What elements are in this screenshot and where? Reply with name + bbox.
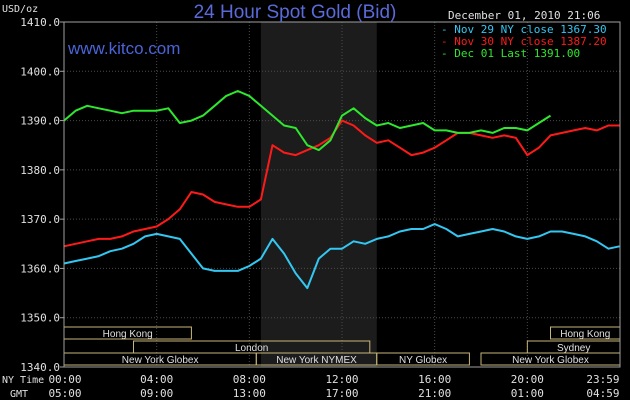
chart-title: 24 Hour Spot Gold (Bid): [194, 2, 397, 23]
session-label: NY Globex: [399, 355, 447, 366]
session-label: Hong Kong: [560, 329, 610, 340]
legend-entry: - Dec 01 Last 1391.00: [441, 47, 580, 60]
session-bar: [376, 352, 470, 366]
y-unit-label: USD/oz: [2, 4, 38, 15]
x-tick-label-gmt: 01:00: [511, 387, 544, 400]
x-tick-label-gmt: 17:00: [325, 387, 358, 400]
x-tick-label-ny: 16:00: [418, 373, 451, 386]
x-tick-label-gmt: 13:00: [233, 387, 266, 400]
y-tick-label: 1410.0: [20, 16, 60, 29]
x-axis-ny-time-label: NY Time: [2, 375, 44, 386]
x-tick-label-ny: 00:00: [48, 373, 81, 386]
session-label: New York Globex: [512, 355, 589, 366]
plot-frame: [63, 21, 621, 368]
kitco-watermark: www.kitco.com: [67, 39, 180, 58]
series-lines: [63, 90, 620, 290]
series-line: [63, 119, 620, 248]
x-tick-label-ny: 04:00: [140, 373, 173, 386]
chart-legend: - Nov 29 NY close 1367.30- Nov 30 NY clo…: [441, 23, 607, 60]
series-line: [63, 90, 552, 152]
session-label: New York Globex: [122, 355, 199, 366]
session-label: New York NYMEX: [276, 355, 357, 366]
x-tick-label-gmt: 09:00: [140, 387, 173, 400]
y-tick-label: 1380.0: [20, 164, 60, 177]
session-label: London: [235, 343, 268, 354]
y-tick-label: 1340.0: [20, 361, 60, 374]
x-tick-label-ny: 20:00: [511, 373, 544, 386]
x-tick-label-ny: 12:00: [325, 373, 358, 386]
series-line: [63, 223, 620, 290]
vertical-gridlines: [156, 22, 528, 367]
legend-entry: - Nov 29 NY close 1367.30: [441, 23, 607, 36]
x-tick-label-gmt: 05:00: [48, 387, 81, 400]
session-label: Hong Kong: [103, 329, 153, 340]
x-tick-label-gmt: 04:59: [586, 387, 619, 400]
x-axis-gmt-label: GMT: [10, 389, 28, 400]
legend-entry: - Nov 30 NY close 1387.20: [441, 35, 607, 48]
y-tick-labels: 1410.0 1400.0 1390.0 1380.0 1370.0 1360.0 1350…: [20, 16, 64, 374]
y-tick-label: 1360.0: [20, 262, 60, 275]
y-tick-label: 1350.0: [20, 312, 60, 325]
chart-date-label: December 01, 2010 21:06: [448, 9, 600, 22]
y-tick-label: 1390.0: [20, 115, 60, 128]
y-tick-label: 1370.0: [20, 213, 60, 226]
x-tick-label-ny: 23:59: [586, 373, 619, 386]
x-tick-label-ny: 08:00: [233, 373, 266, 386]
y-tick-label: 1400.0: [20, 65, 60, 78]
ny-session-highlight-band: [260, 22, 377, 367]
x-tick-label-gmt: 21:00: [418, 387, 451, 400]
session-label: Sydney: [557, 343, 590, 354]
